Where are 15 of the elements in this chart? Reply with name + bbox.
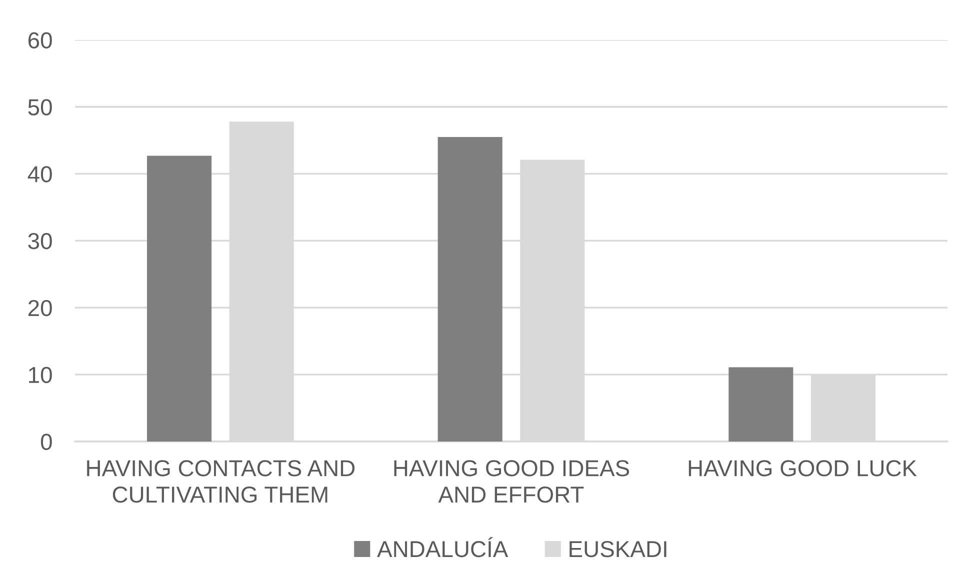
y-tick-label: 60	[28, 32, 52, 48]
y-tick-label: 30	[28, 233, 52, 250]
y-tick-label: 50	[28, 99, 52, 116]
legend-label: EUSKADI	[570, 541, 666, 558]
x-tick-label: HAVING GOOD LUCK	[688, 460, 917, 476]
x-tick-label: HAVING CONTACTS AND CULTIVATING THEM	[87, 460, 355, 503]
x-tick-label: HAVING GOOD IDEAS AND EFFORT	[394, 460, 630, 503]
bar	[728, 367, 794, 442]
y-tick-label: 20	[28, 300, 52, 316]
bar	[146, 156, 212, 442]
bar	[438, 136, 502, 442]
y-tick-label: 40	[28, 166, 52, 182]
y-tick-label: 0	[40, 434, 52, 450]
y-tick-label: 10	[29, 366, 52, 384]
legend-label: ANDALUCÍA	[377, 537, 508, 558]
